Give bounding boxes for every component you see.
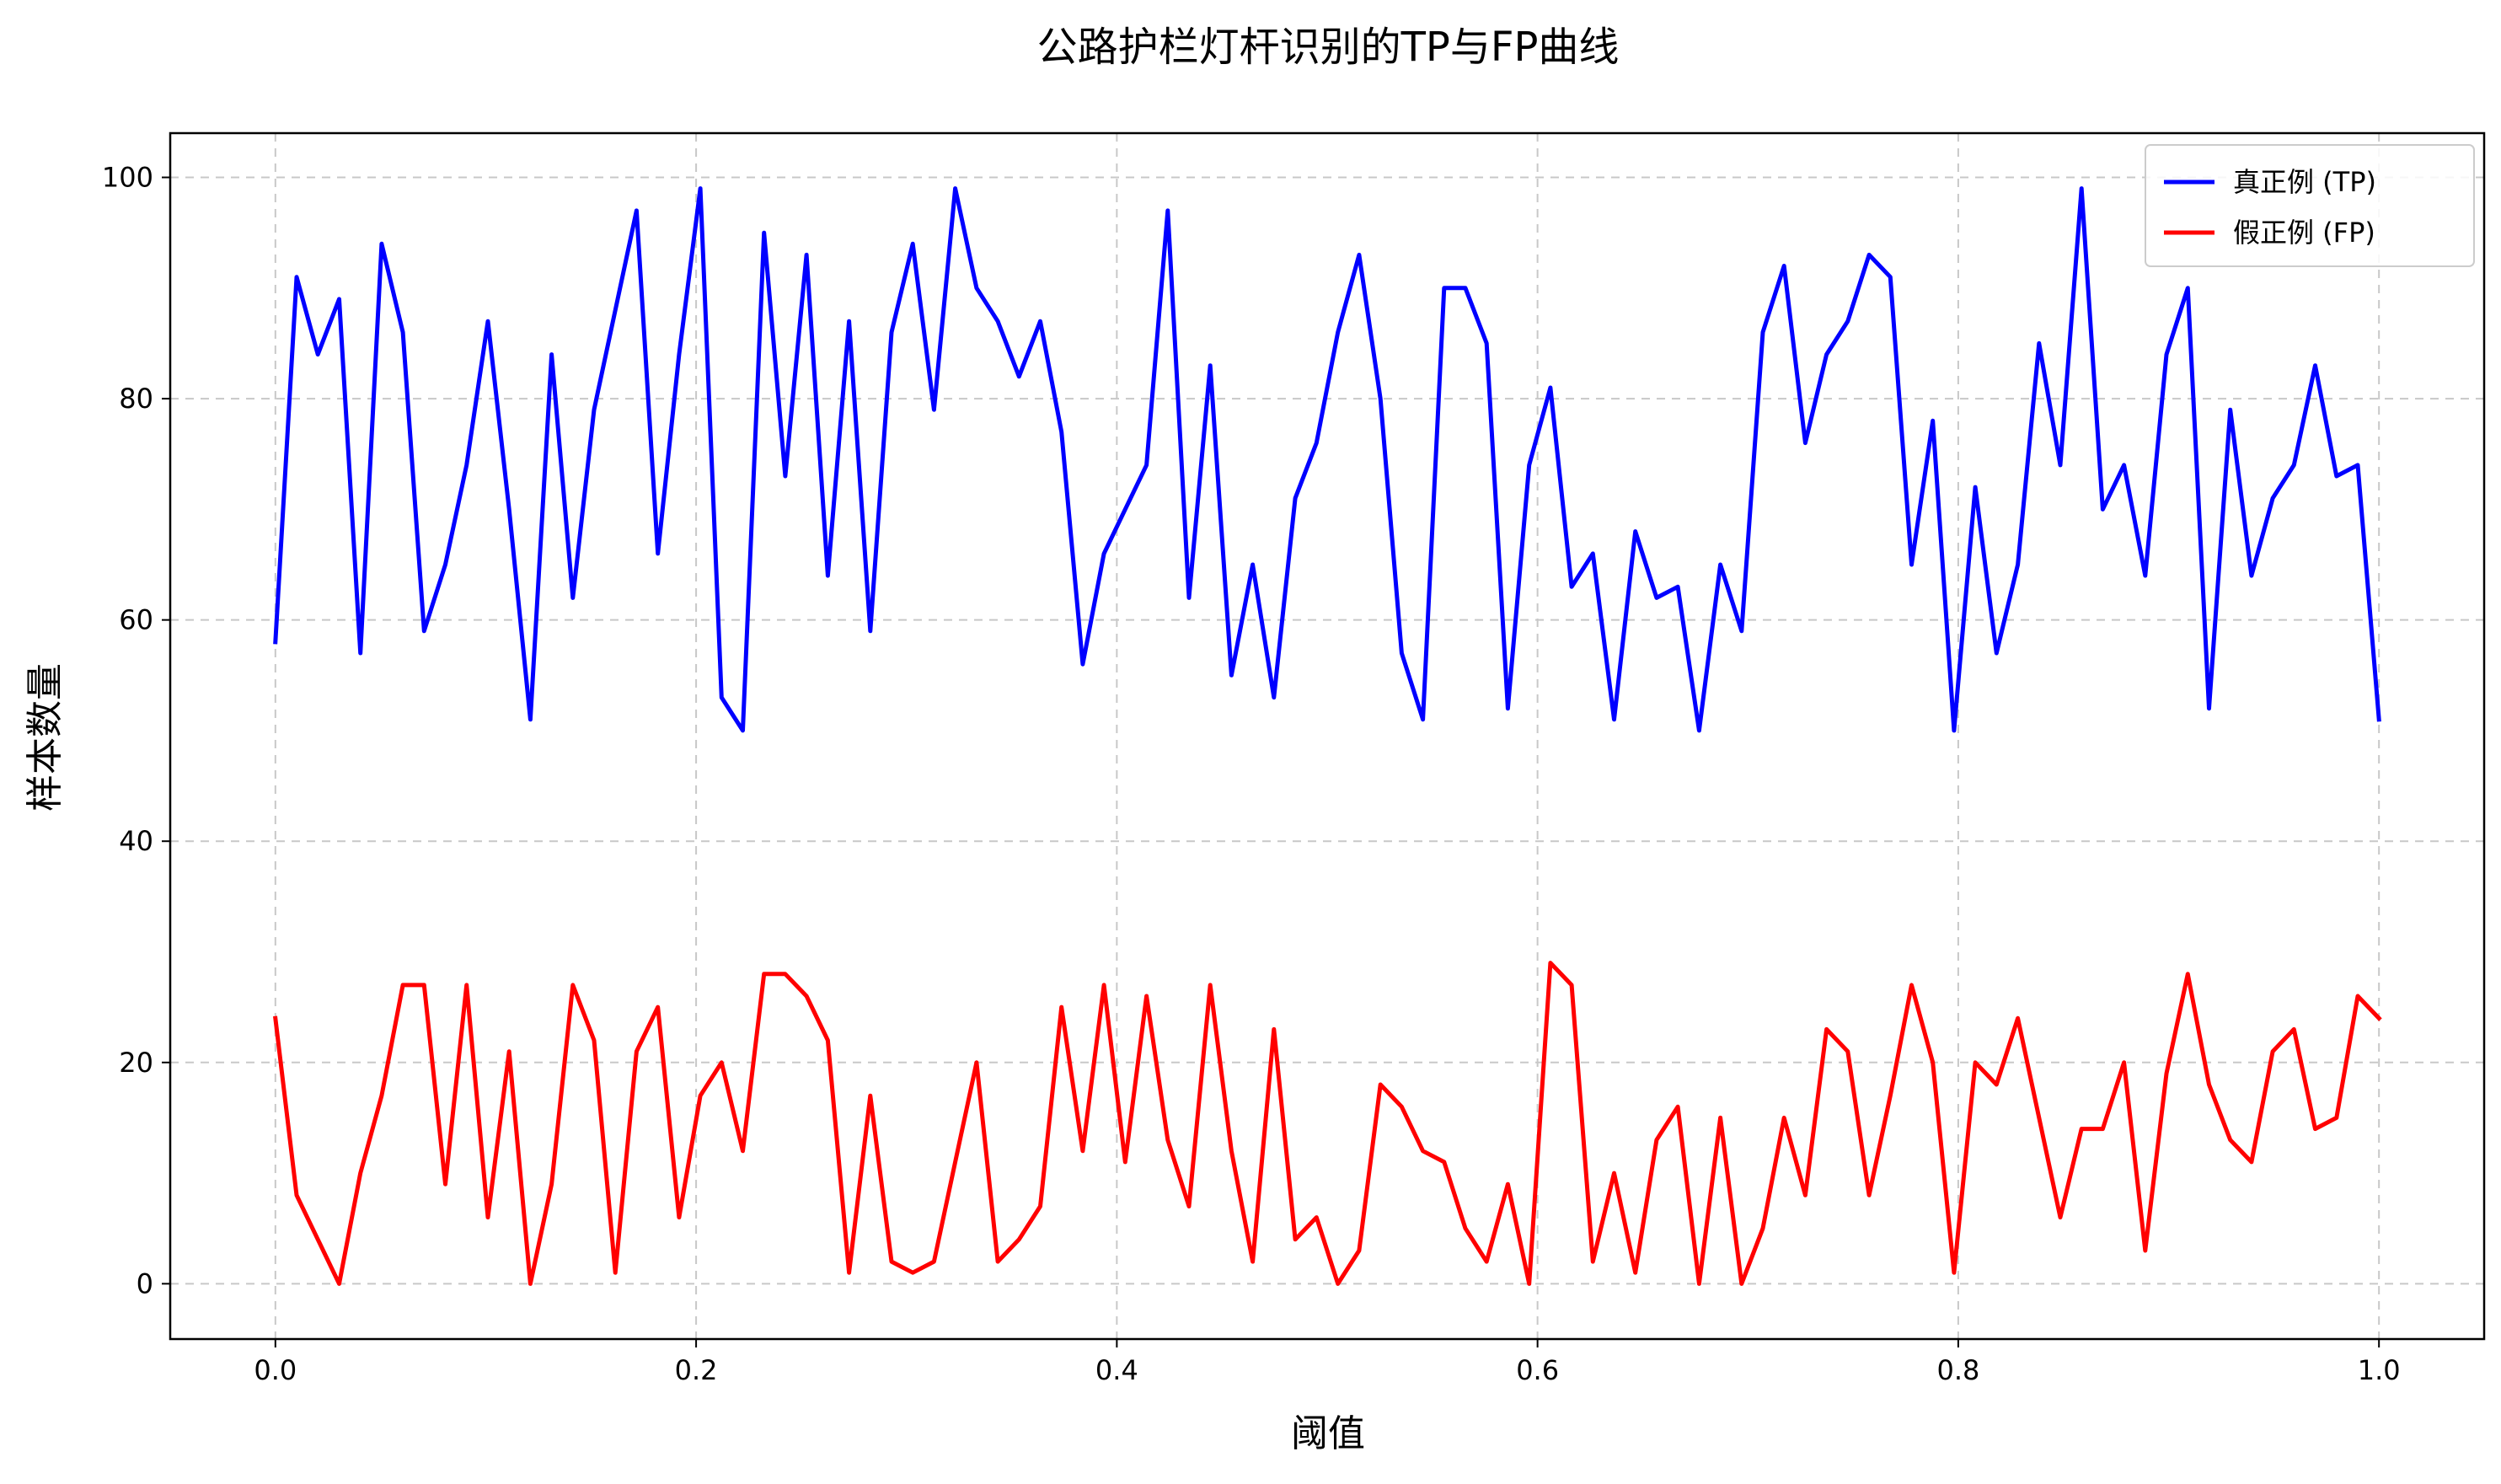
x-tick-label: 0.6 <box>1516 1354 1559 1386</box>
legend-label: 真正例 (TP) <box>2233 166 2376 198</box>
y-tick-label: 20 <box>119 1047 153 1079</box>
series-line-2 <box>273 961 2382 1286</box>
y-tick-label: 100 <box>102 162 153 194</box>
y-tick-label: 40 <box>119 825 153 857</box>
x-tick-label: 0.4 <box>1095 1354 1138 1386</box>
x-tick-label: 1.0 <box>2358 1354 2401 1386</box>
y-tick-label: 0 <box>137 1267 153 1299</box>
plot-area-frame <box>169 131 2486 1341</box>
legend-box <box>2145 144 2475 267</box>
y-tick-label: 80 <box>119 383 153 415</box>
y-tick-label: 60 <box>119 604 153 636</box>
axis-ticks: 0.0 0.2 0.4 0.6 0.8 1.0 0 20 40 60 80 100 <box>102 162 2401 1386</box>
x-tick-label: 0.0 <box>254 1354 297 1386</box>
series-line-1 <box>273 186 2381 733</box>
series-group-2 <box>273 961 2382 1286</box>
x-tick-label: 0.2 <box>675 1354 718 1386</box>
x-tick-label: 0.8 <box>1936 1354 1979 1386</box>
y-axis-label: 样本数量 <box>24 663 67 812</box>
series-lines <box>273 186 2382 1286</box>
chart-title: 公路护栏灯杆识别的TP与FP曲线 <box>1037 24 1620 71</box>
x-axis-label: 阈值 <box>1291 1412 1365 1455</box>
series-group-1 <box>273 186 2381 733</box>
legend-label: 假正例 (FP) <box>2233 217 2375 249</box>
legend: 真正例 (TP) 假正例 (FP) <box>2145 144 2475 267</box>
